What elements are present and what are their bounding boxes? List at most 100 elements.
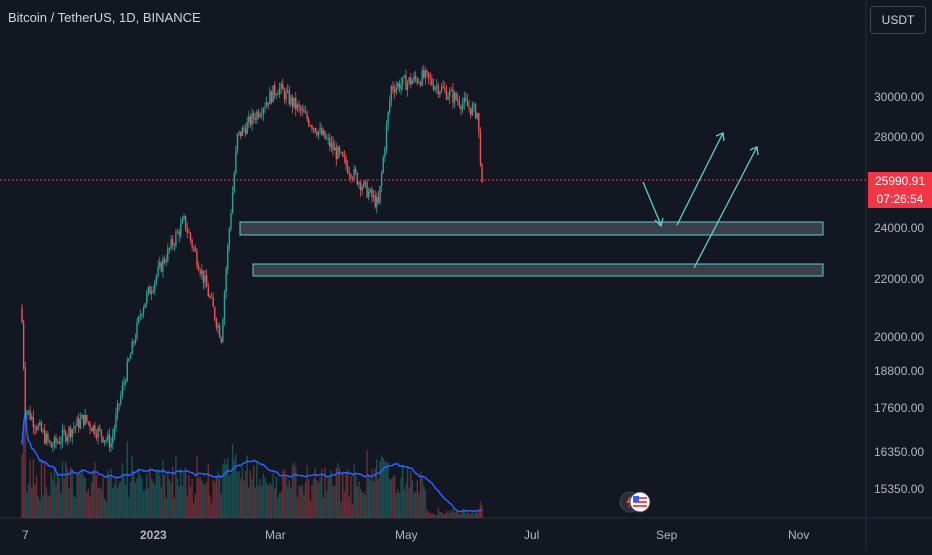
volume-bar bbox=[261, 485, 263, 518]
currency-button[interactable]: USDT bbox=[870, 6, 926, 34]
candle-body bbox=[191, 239, 193, 248]
time-tick-label: 2023 bbox=[140, 528, 167, 542]
candle-body bbox=[343, 156, 346, 158]
candle-body bbox=[270, 91, 273, 103]
candle-body bbox=[316, 132, 318, 136]
candle-body bbox=[295, 97, 297, 110]
volume-bar bbox=[215, 475, 218, 518]
candle-body bbox=[230, 213, 232, 229]
volume-bar bbox=[157, 469, 159, 518]
candle-body bbox=[329, 138, 331, 147]
volume-bar bbox=[280, 492, 282, 518]
volume-bar bbox=[355, 475, 357, 518]
economic-event-icon[interactable] bbox=[619, 491, 651, 513]
volume-bar bbox=[39, 500, 41, 518]
volume-bar bbox=[346, 469, 349, 518]
candle-body bbox=[124, 381, 127, 383]
candle-body bbox=[476, 112, 478, 119]
candle-body bbox=[82, 414, 85, 425]
candle-body bbox=[241, 127, 244, 137]
candle-body bbox=[398, 83, 401, 90]
candle-body bbox=[165, 260, 167, 263]
candle-body bbox=[68, 427, 70, 437]
candle-body bbox=[170, 239, 172, 249]
price-tick-label: 15350.00 bbox=[874, 482, 924, 496]
volume-bar bbox=[411, 480, 414, 518]
candle-body bbox=[261, 114, 263, 116]
volume-bar bbox=[392, 477, 394, 518]
volume-bar bbox=[330, 470, 333, 518]
arrowhead-up-2 bbox=[749, 146, 759, 156]
candle-body bbox=[184, 215, 187, 230]
time-tick-label: Sep bbox=[656, 528, 678, 542]
volume-bar bbox=[363, 492, 365, 518]
volume-bar bbox=[359, 488, 362, 518]
candle-body bbox=[76, 418, 78, 427]
volume-bar bbox=[243, 480, 245, 518]
volume-bar bbox=[230, 473, 232, 518]
candle-body bbox=[390, 85, 393, 101]
candle-body bbox=[274, 85, 276, 96]
volume-bar bbox=[129, 481, 132, 518]
candle-body bbox=[154, 281, 156, 290]
candle-body bbox=[453, 92, 456, 103]
volume-bar bbox=[120, 481, 122, 518]
candle-body bbox=[69, 427, 72, 438]
candle-body bbox=[256, 111, 258, 120]
volume-bar bbox=[367, 475, 370, 518]
candle-body bbox=[205, 275, 208, 288]
volume-bar bbox=[31, 487, 33, 518]
candle-body bbox=[90, 428, 93, 432]
volume-bar bbox=[380, 455, 383, 518]
volume-bar bbox=[149, 466, 151, 518]
volume-bar bbox=[233, 458, 235, 518]
volume-bar bbox=[303, 494, 305, 518]
candle-body bbox=[431, 78, 433, 85]
candle-body bbox=[283, 89, 286, 100]
candle-body bbox=[364, 181, 367, 183]
candle-body bbox=[147, 287, 150, 294]
candle-body bbox=[416, 78, 418, 84]
candle-body bbox=[45, 433, 47, 444]
volume-bar bbox=[447, 513, 449, 518]
arrow-down bbox=[642, 181, 662, 226]
time-axis: 7 2023 Mar May Jul Sep Nov bbox=[22, 528, 809, 542]
candle-body bbox=[35, 428, 38, 430]
volume-bar bbox=[257, 485, 260, 518]
candle-body bbox=[100, 429, 103, 437]
volume-bar bbox=[345, 473, 347, 518]
candle-body bbox=[481, 165, 483, 183]
volume-bar bbox=[95, 474, 98, 518]
symbol-title[interactable]: Bitcoin / TetherUS, 1D, BINANCE bbox=[8, 10, 201, 25]
volume-bar bbox=[35, 475, 38, 518]
volume-bar bbox=[413, 493, 415, 518]
volume-bar bbox=[115, 477, 117, 518]
volume-bar bbox=[146, 473, 148, 518]
candle-body bbox=[146, 293, 148, 304]
candle-body bbox=[58, 441, 60, 444]
volume-bar bbox=[251, 478, 253, 518]
candle-body bbox=[129, 354, 132, 359]
candle-body bbox=[142, 308, 145, 315]
candle-body bbox=[384, 148, 386, 158]
candle-body bbox=[327, 138, 329, 139]
volume-bar bbox=[147, 487, 150, 518]
volume-bar bbox=[309, 500, 312, 518]
volume-bar bbox=[450, 511, 452, 518]
volume-bar bbox=[374, 468, 376, 518]
volume-bar bbox=[55, 485, 57, 518]
candle-body bbox=[345, 157, 347, 166]
candle-body bbox=[209, 296, 211, 298]
volume-bar bbox=[274, 488, 276, 518]
candle-body bbox=[52, 446, 54, 448]
volume-bar bbox=[267, 485, 269, 518]
volume-bar bbox=[351, 503, 354, 518]
arrowhead-down bbox=[654, 217, 664, 228]
price-tick-label: 22000.00 bbox=[874, 272, 924, 286]
candle-body bbox=[178, 231, 180, 236]
candle-body bbox=[236, 133, 239, 151]
candle-body bbox=[478, 112, 480, 132]
volume-bar bbox=[123, 474, 125, 518]
